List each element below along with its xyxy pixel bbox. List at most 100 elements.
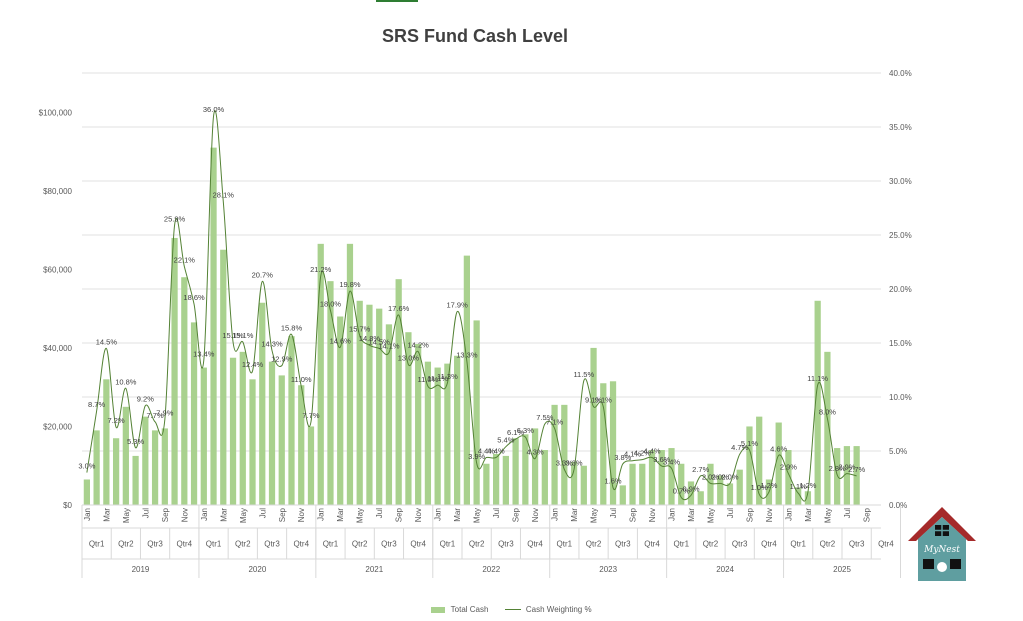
data-label: 2.7% xyxy=(848,465,865,474)
bar xyxy=(629,463,636,505)
month-label: Jul xyxy=(843,508,852,518)
data-label: 12.4% xyxy=(242,360,264,369)
bar xyxy=(746,426,753,505)
right-axis-tick: 20.0% xyxy=(889,285,912,294)
logo-text: MyNest xyxy=(923,545,960,555)
month-label: Sep xyxy=(862,507,871,522)
quarter-label: Qtr4 xyxy=(527,540,543,549)
right-axis-tick: 10.0% xyxy=(889,393,912,402)
bar xyxy=(834,448,841,505)
data-label: 5.3% xyxy=(127,437,144,446)
month-label: May xyxy=(590,508,599,523)
left-axis-tick: $40,000 xyxy=(43,344,72,353)
month-label: Sep xyxy=(745,507,754,522)
year-label: 2025 xyxy=(833,565,851,574)
bar xyxy=(473,320,480,505)
bar xyxy=(756,416,763,505)
data-label: 22.1% xyxy=(174,255,196,264)
quarter-label: Qtr1 xyxy=(206,540,222,549)
left-axis-tick: $20,000 xyxy=(43,422,72,431)
bar xyxy=(541,450,548,505)
bar xyxy=(327,281,334,505)
data-label: 3.0% xyxy=(78,462,95,471)
month-label: Sep xyxy=(395,507,404,522)
data-label: 1.2% xyxy=(799,481,816,490)
month-label: Mar xyxy=(219,508,228,522)
bar xyxy=(639,463,646,505)
month-label: Mar xyxy=(336,508,345,522)
year-label: 2019 xyxy=(132,565,150,574)
data-label: 2.8% xyxy=(829,464,846,473)
right-axis-tick: 0.0% xyxy=(889,501,907,510)
month-label: Jan xyxy=(784,508,793,521)
bar xyxy=(814,300,821,505)
month-label: Nov xyxy=(414,508,423,522)
data-label: 4.2% xyxy=(634,449,651,458)
quarter-label: Qtr1 xyxy=(557,540,573,549)
bar xyxy=(259,302,266,505)
data-label: 4.6% xyxy=(770,444,787,453)
bar xyxy=(502,455,509,505)
data-label: 13.3% xyxy=(456,350,478,359)
year-label: 2023 xyxy=(599,565,617,574)
data-label: 7.9% xyxy=(156,409,173,418)
chart-title: SRS Fund Cash Level xyxy=(381,26,569,46)
quarter-label: Qtr2 xyxy=(352,540,368,549)
bar xyxy=(151,430,159,505)
month-label: May xyxy=(473,508,482,523)
data-label: 14.3% xyxy=(261,340,283,349)
quarter-label: Qtr1 xyxy=(89,540,105,549)
year-label: 2022 xyxy=(482,565,500,574)
data-label: 1.1% xyxy=(790,482,807,491)
left-axis-tick: $80,000 xyxy=(43,187,72,196)
bar xyxy=(463,255,471,505)
data-label: 7.1% xyxy=(546,417,563,426)
data-label: 0.7% xyxy=(673,486,690,495)
month-label: Jul xyxy=(492,508,501,518)
data-label: 11.1% xyxy=(427,374,448,383)
data-label: 4.4% xyxy=(488,446,505,455)
bar xyxy=(736,469,743,505)
data-label: 1.0% xyxy=(751,483,768,492)
data-label: 3.8% xyxy=(614,453,631,462)
month-label: Sep xyxy=(161,507,170,522)
bar xyxy=(405,332,412,505)
month-label: Sep xyxy=(278,507,287,522)
bar xyxy=(220,249,227,505)
data-label: 5.1% xyxy=(741,439,758,448)
bar xyxy=(648,450,656,505)
bar xyxy=(843,446,851,505)
quarter-label: Qtr2 xyxy=(703,540,719,549)
quarter-label: Qtr4 xyxy=(761,540,777,549)
bar xyxy=(366,304,373,505)
quarter-label: Qtr3 xyxy=(849,540,865,549)
month-label: Jul xyxy=(375,508,384,518)
data-label: 14.1% xyxy=(378,342,400,351)
bar xyxy=(395,279,402,505)
month-label: Jul xyxy=(258,508,267,518)
legend: Total Cash Cash Weighting % xyxy=(0,605,1023,614)
bar xyxy=(385,324,393,505)
left-axis-tick: $60,000 xyxy=(43,265,72,274)
data-label: 7.5% xyxy=(536,413,553,422)
bar xyxy=(824,351,831,505)
top-accent-line xyxy=(376,0,418,2)
quarter-label: Qtr1 xyxy=(323,540,339,549)
bar xyxy=(512,438,519,505)
data-label: 3.3% xyxy=(556,458,573,467)
data-label: 8.7% xyxy=(88,400,105,409)
data-label: 18.0% xyxy=(320,300,342,309)
bar xyxy=(93,430,100,505)
bar xyxy=(454,355,461,505)
month-label: Mar xyxy=(570,508,579,522)
data-label: 14.2% xyxy=(408,341,430,350)
month-label: May xyxy=(706,508,715,523)
bar xyxy=(687,481,695,505)
month-label: Mar xyxy=(102,508,111,522)
month-label: Mar xyxy=(453,508,462,522)
bar xyxy=(415,343,422,505)
bar xyxy=(717,475,724,505)
bar xyxy=(795,487,802,505)
bar xyxy=(570,461,578,505)
bar xyxy=(132,455,139,505)
